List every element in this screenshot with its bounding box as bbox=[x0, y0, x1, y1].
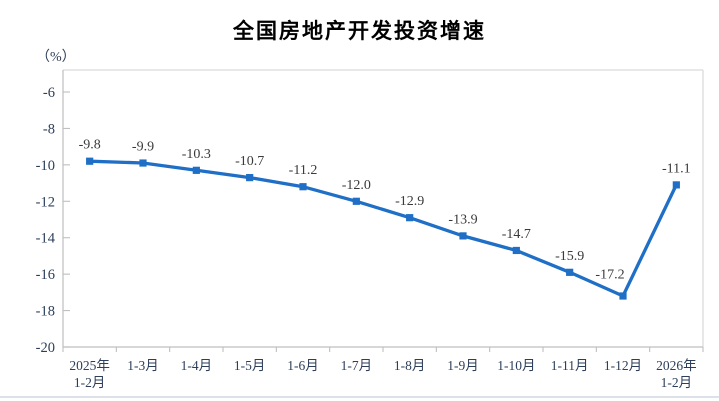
y-axis-unit-label: （%） bbox=[36, 50, 76, 65]
series-line bbox=[89, 159, 678, 299]
data-point-label: -12.0 bbox=[342, 178, 371, 193]
page-bottom-divider bbox=[0, 396, 719, 398]
x-tick-label: 1-3月 bbox=[127, 358, 159, 373]
x-tick-label: 2025年 1-2月 bbox=[69, 358, 110, 390]
data-point-label: -14.7 bbox=[502, 227, 531, 242]
data-point-marker bbox=[192, 166, 200, 174]
y-tick-label: -20 bbox=[36, 340, 55, 356]
data-point-label: -10.3 bbox=[182, 147, 211, 162]
data-point-marker bbox=[512, 246, 520, 255]
x-tick-label: 1-11月 bbox=[551, 358, 589, 373]
data-point-marker bbox=[139, 159, 147, 167]
y-tick-label: -6 bbox=[43, 85, 55, 101]
data-point-marker bbox=[352, 197, 360, 205]
chart-title: 全国房地产开发投资增速 bbox=[233, 20, 486, 43]
data-point-marker bbox=[459, 232, 467, 240]
data-point-label: -13.9 bbox=[448, 212, 477, 227]
data-point-label: -9.9 bbox=[132, 140, 154, 155]
y-tick-label: -18 bbox=[36, 304, 55, 320]
y-tick-label: -8 bbox=[43, 121, 55, 137]
data-point-marker bbox=[246, 174, 254, 182]
y-tick-label: -10 bbox=[36, 158, 55, 174]
data-point-label: -10.7 bbox=[235, 154, 264, 169]
data-point-marker bbox=[619, 292, 627, 300]
x-tick-label: 1-9月 bbox=[447, 358, 479, 373]
x-tick-label: 1-10月 bbox=[497, 358, 535, 373]
data-point-label: -11.2 bbox=[289, 163, 318, 178]
data-point-label: -15.9 bbox=[555, 249, 584, 264]
x-tick-label: 1-7月 bbox=[341, 358, 373, 373]
y-tick-label: -12 bbox=[36, 194, 55, 210]
x-tick-label: 1-4月 bbox=[181, 358, 213, 373]
x-tick-label: 1-5月 bbox=[234, 358, 266, 373]
x-tick-label: 1-6月 bbox=[287, 358, 319, 373]
y-tick-label: -16 bbox=[36, 267, 55, 283]
data-point-label: -17.2 bbox=[595, 268, 624, 283]
x-tick-label: 1-8月 bbox=[394, 358, 426, 373]
data-point-marker bbox=[299, 183, 307, 191]
x-tick-label: 1-12月 bbox=[604, 358, 642, 373]
y-tick-label: -14 bbox=[36, 231, 56, 247]
data-point-label: -9.8 bbox=[79, 138, 101, 153]
data-point-marker bbox=[672, 181, 680, 189]
data-point-marker bbox=[86, 157, 94, 165]
data-point-marker bbox=[406, 214, 414, 222]
data-point-label: -12.9 bbox=[395, 194, 424, 209]
x-tick-label: 2026年 1-2月 bbox=[656, 358, 697, 390]
data-point-marker bbox=[566, 268, 574, 276]
data-point-label: -11.1 bbox=[662, 161, 691, 176]
